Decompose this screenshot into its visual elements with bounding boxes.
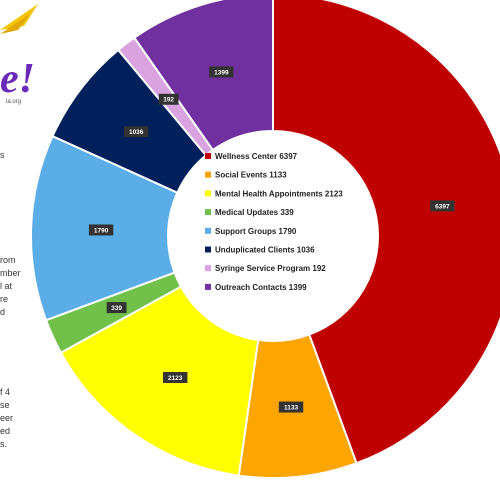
side-text-column: s rom mber l at re d f 4 se eer ed s.	[0, 0, 30, 485]
legend-swatch	[205, 209, 211, 216]
legend-label: Medical Updates 339	[215, 208, 294, 217]
legend-item-4: Support Groups 1790	[205, 227, 297, 236]
side-text-fragment: d	[0, 307, 6, 317]
side-text-fragment: rom	[0, 255, 16, 265]
side-text-fragment: s	[0, 150, 5, 160]
legend-label: Syringe Service Program 192	[215, 264, 326, 273]
logo-fragment: e! la.org	[0, 4, 38, 105]
legend-item-5: Unduplicated Clients 1036	[205, 246, 315, 255]
data-label-1: 1133	[278, 401, 304, 413]
data-label-text: 1133	[284, 404, 298, 411]
legend-item-2: Mental Health Appointments 2123	[205, 189, 343, 198]
data-label-box	[430, 200, 455, 212]
legend-label: Mental Health Appointments 2123	[215, 189, 343, 198]
data-label-box	[158, 93, 179, 105]
legend-item-1: Social Events 1133	[205, 171, 287, 180]
data-labels: 6397 1133 2123 339 1790 1036 192 1399	[88, 66, 455, 413]
data-label-box	[88, 224, 114, 236]
legend-swatch	[205, 153, 211, 159]
data-label-3: 339	[106, 302, 127, 314]
legend-item-6: Syringe Service Program 192	[205, 264, 326, 273]
side-text-fragment: l at	[0, 281, 13, 291]
legend-swatch	[205, 246, 211, 253]
side-text-fragment: re	[0, 294, 9, 304]
legend-swatch	[205, 171, 211, 178]
side-text-fragment: s.	[0, 439, 8, 449]
data-label-text: 1399	[214, 69, 229, 76]
legend-label: Outreach Contacts 1399	[215, 283, 307, 292]
data-label-box	[123, 126, 149, 138]
data-label-4: 1790	[88, 224, 114, 236]
data-label-box	[162, 371, 188, 383]
legend-label: Social Events 1133	[215, 171, 287, 180]
legend-item-3: Medical Updates 339	[205, 208, 294, 217]
legend-label: Unduplicated Clients 1036	[215, 246, 315, 255]
data-label-box	[209, 66, 234, 78]
data-label-box	[278, 401, 304, 413]
data-label-7: 1399	[209, 66, 234, 78]
data-label-text: 6397	[435, 203, 450, 210]
side-text-fragment: f 4	[0, 387, 11, 397]
side-text-fragment: eer	[0, 413, 14, 423]
data-label-text: 2123	[168, 375, 183, 382]
data-label-text: 339	[111, 305, 122, 312]
logo-swoosh-shadow	[0, 14, 30, 34]
legend-swatch	[205, 227, 211, 234]
data-label-text: 1790	[94, 227, 109, 234]
legend-label: Wellness Center 6397	[215, 152, 298, 161]
data-label-2: 2123	[162, 371, 188, 383]
logo-tagline: la.org	[6, 99, 21, 105]
legend-swatch	[205, 265, 211, 272]
data-label-6: 192	[158, 93, 179, 105]
side-text-fragment: mber	[0, 268, 21, 278]
side-text-fragment: se	[0, 400, 10, 410]
data-label-text: 192	[163, 97, 174, 104]
logo-swoosh	[0, 4, 38, 30]
logo-glyph: e!	[0, 56, 35, 102]
legend-swatch	[205, 190, 211, 197]
data-label-0: 6397	[430, 200, 455, 212]
legend-swatch	[205, 283, 211, 290]
legend-label: Support Groups 1790	[215, 227, 297, 236]
legend: Wellness Center 6397 Social Events 1133 Me…	[205, 152, 343, 292]
data-label-5: 1036	[123, 126, 149, 138]
side-text-fragment: ed	[0, 426, 11, 436]
legend-item-7: Outreach Contacts 1399	[205, 283, 307, 292]
data-label-text: 1036	[129, 129, 144, 136]
donut-hole	[168, 131, 378, 341]
data-label-box	[106, 302, 127, 314]
legend-item-0: Wellness Center 6397	[205, 152, 298, 161]
